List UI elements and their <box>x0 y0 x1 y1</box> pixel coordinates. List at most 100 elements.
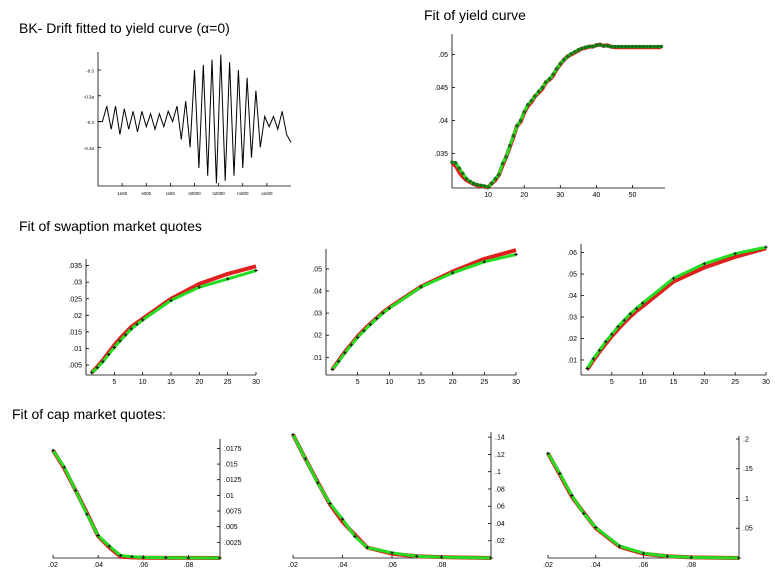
data-point <box>375 317 379 321</box>
data-point <box>493 176 498 181</box>
data-point <box>500 161 505 166</box>
data-point <box>328 502 332 506</box>
data-point <box>316 481 320 485</box>
model-series-line <box>546 452 740 560</box>
data-point <box>129 327 133 331</box>
data-point <box>141 555 145 559</box>
x-tick-label: .06 <box>138 562 148 569</box>
x-tick-label: s000 <box>141 191 151 196</box>
data-point <box>645 44 649 49</box>
data-point <box>365 546 369 550</box>
data-point <box>689 555 693 559</box>
data-point <box>558 471 562 476</box>
data-point <box>665 554 669 558</box>
y-tick-label: .035 <box>434 151 448 158</box>
y-tick-label: .01 <box>567 357 577 364</box>
y-tick-label: .03 <box>72 280 82 287</box>
data-point <box>451 271 455 275</box>
data-point <box>630 44 635 49</box>
data-point <box>387 306 391 310</box>
y-tick-label: .08 <box>495 486 505 493</box>
swaption-chart-3: .01 .02 .03 .04 .05 .06 5 10 15 20 25 30 <box>567 244 770 386</box>
data-point <box>641 301 645 305</box>
x-tick-label: 20 <box>520 192 528 199</box>
data-point <box>522 110 527 114</box>
data-point <box>118 339 122 343</box>
data-point <box>112 345 116 350</box>
data-point <box>164 556 168 560</box>
data-point <box>368 323 372 327</box>
x-tick-label: 20 <box>195 379 203 386</box>
x-tick-label: om00 <box>261 191 273 196</box>
data-point <box>540 85 545 90</box>
data-point <box>85 512 89 516</box>
y-tick-label: .045 <box>434 85 448 92</box>
data-point <box>616 325 620 329</box>
data-point <box>591 357 595 361</box>
data-point <box>343 351 347 355</box>
data-point <box>415 554 419 558</box>
x-tick-label: .02 <box>288 562 298 569</box>
data-point <box>558 61 563 66</box>
y-tick-label: .04 <box>495 521 505 528</box>
data-point <box>546 451 550 455</box>
x-tick-label: .04 <box>338 562 348 569</box>
data-point <box>587 44 591 49</box>
data-point <box>609 44 613 49</box>
data-point <box>303 457 307 461</box>
data-point <box>107 544 111 548</box>
y-tick-label: .05 <box>567 272 577 279</box>
data-point <box>529 98 534 103</box>
data-point <box>135 322 139 326</box>
data-point <box>622 318 626 322</box>
data-point <box>583 45 588 50</box>
x-tick-label: ro000 <box>237 191 249 196</box>
y-tick-label: .01 <box>312 355 322 362</box>
x-tick-label: s2000 <box>212 191 225 196</box>
cap-chart-1: .0025 .005 .0075 .01 .0125 .015 .0175 .02 .04 .06… <box>48 439 242 569</box>
data-point <box>226 277 230 281</box>
drift-series-line <box>98 54 292 184</box>
x-tick-label: 30 <box>512 379 520 386</box>
yield-chart-title: Fit of yield curve <box>424 7 526 23</box>
data-point <box>536 89 541 94</box>
data-point <box>641 44 646 49</box>
data-point <box>197 285 201 289</box>
data-point <box>511 133 516 138</box>
data-point <box>353 534 357 538</box>
data-point <box>551 72 555 77</box>
data-point <box>737 556 741 560</box>
y-tick-label: -0.3 <box>86 69 94 74</box>
data-point <box>471 181 476 186</box>
y-tick-label: .1 <box>495 469 501 476</box>
data-point <box>439 555 444 559</box>
data-point <box>291 433 295 437</box>
y-tick-label: .04 <box>312 289 322 296</box>
y-tick-label: .02 <box>495 538 505 545</box>
y-tick-label: .15 <box>743 466 753 473</box>
y-tick-label: .005 <box>68 363 82 370</box>
data-point <box>554 67 559 71</box>
data-point <box>119 553 123 558</box>
y-tick-label: .01 <box>224 493 234 500</box>
data-point <box>254 269 258 273</box>
data-point <box>585 367 589 371</box>
data-point <box>130 555 134 559</box>
data-point <box>507 143 512 148</box>
market-series-line <box>331 253 517 371</box>
data-point <box>457 166 462 170</box>
data-point <box>479 183 483 188</box>
model-series-line <box>51 449 221 560</box>
y-tick-label: -0.3 <box>86 120 94 125</box>
data-point <box>124 333 128 337</box>
x-tick-label: 25 <box>224 379 232 386</box>
y-tick-label: .03 <box>567 315 577 322</box>
data-point <box>594 526 598 530</box>
data-point <box>582 511 586 515</box>
x-tick-label: 25 <box>731 379 739 386</box>
x-tick-label: 40 <box>593 192 601 199</box>
x-tick-label: .08 <box>686 562 696 569</box>
data-point <box>518 118 523 123</box>
data-point <box>186 556 190 560</box>
y-tick-label: .02 <box>312 333 322 340</box>
